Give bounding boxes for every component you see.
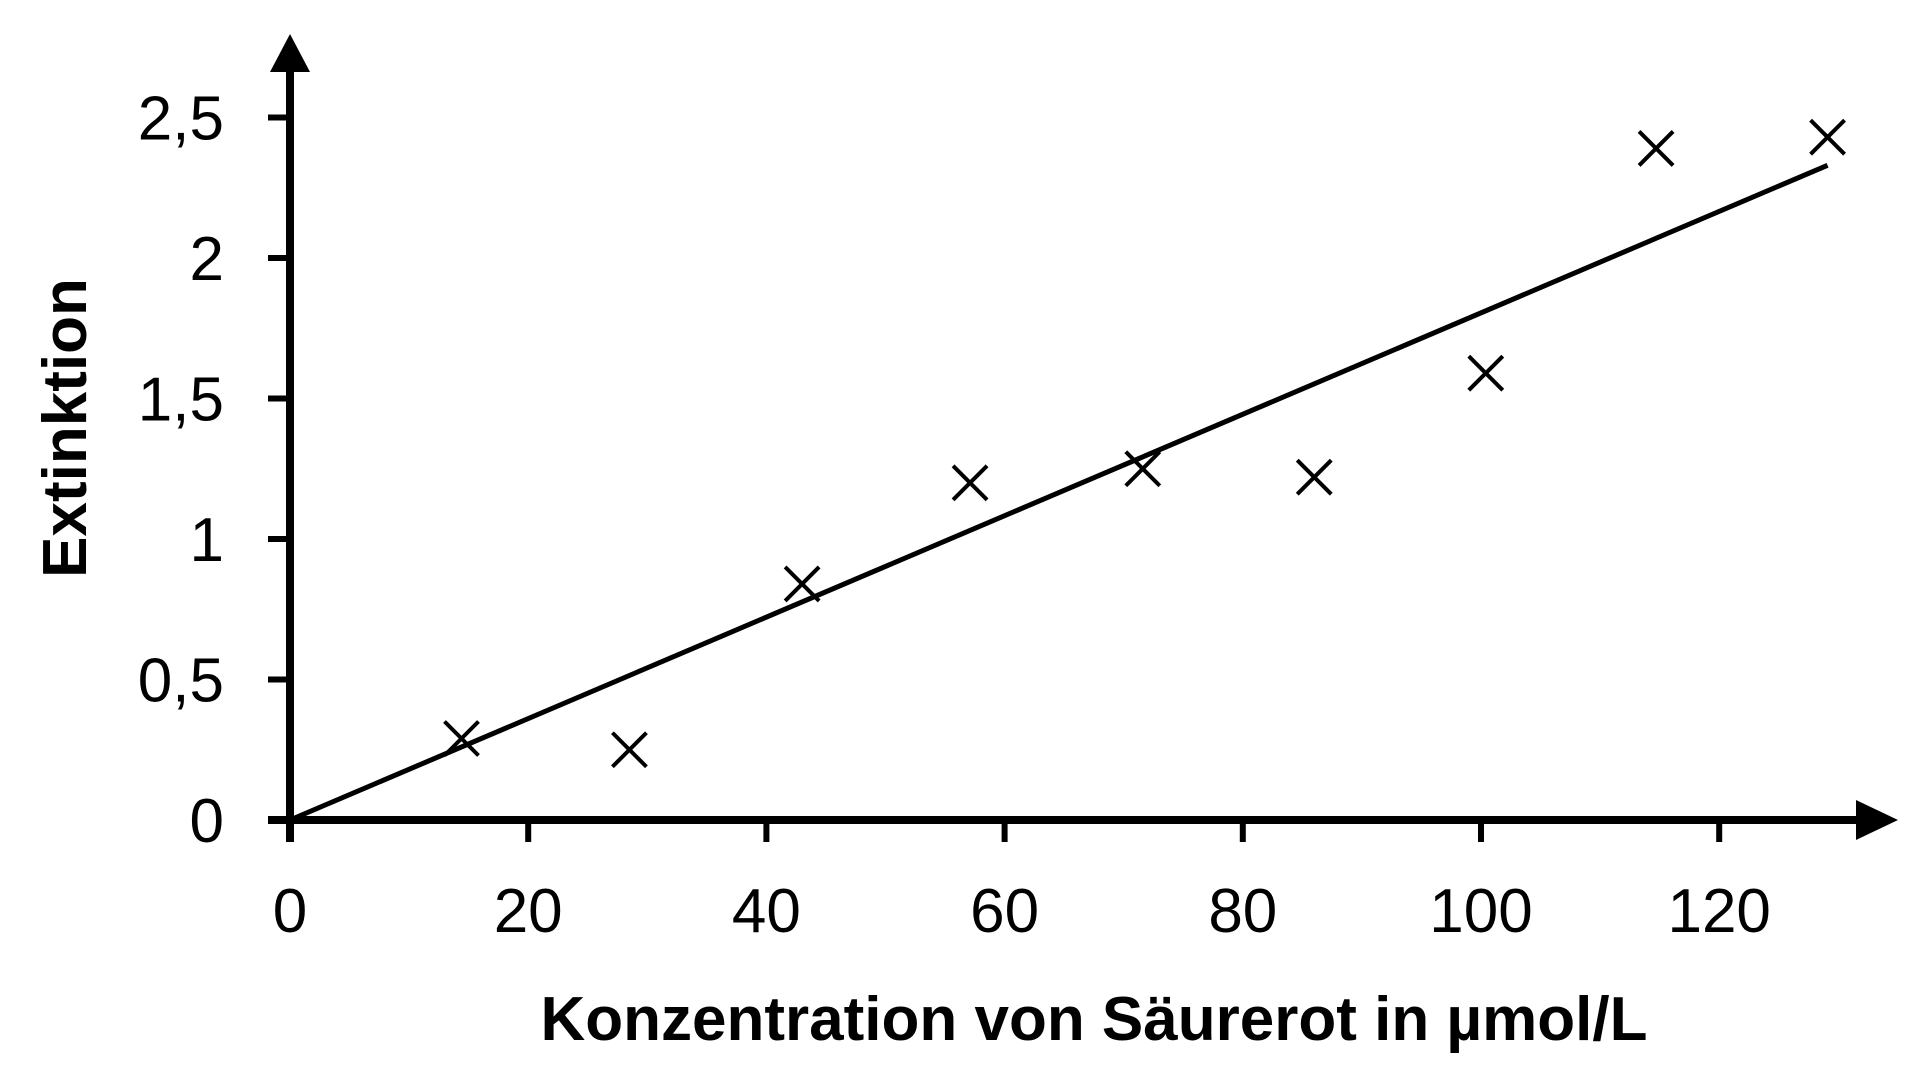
data-point <box>1124 450 1162 488</box>
x-axis-arrow <box>1856 800 1898 840</box>
x-tick-label: 60 <box>970 877 1039 946</box>
data-point-stroke <box>1637 129 1675 167</box>
x-tick-label: 100 <box>1429 877 1532 946</box>
tick-labels: 0 0,5 1 1,5 2 2,5 0 20 40 60 80 100 120 <box>138 85 1771 947</box>
data-point-stroke <box>1124 450 1162 488</box>
fit-line-group <box>289 162 1829 823</box>
data-point-stroke <box>951 464 989 502</box>
data-point-stroke <box>611 731 648 769</box>
data-point <box>951 464 989 502</box>
y-tick-label: 1,5 <box>138 366 224 435</box>
y-tick-label: 1 <box>190 506 224 575</box>
x-tick-label: 40 <box>732 877 801 946</box>
y-tick-label: 0 <box>190 787 224 856</box>
fit-line <box>289 162 1829 823</box>
data-point <box>1637 129 1675 167</box>
data-point <box>1467 354 1505 392</box>
data-points <box>443 118 1846 769</box>
x-tick-label: 120 <box>1667 877 1770 946</box>
x-tick-label: 20 <box>494 877 563 946</box>
data-point <box>1809 118 1846 156</box>
y-axis-title: Extinktion <box>31 278 100 578</box>
x-tick-label: 0 <box>273 877 307 946</box>
ticks <box>268 114 1723 842</box>
x-tick-label: 80 <box>1208 877 1277 946</box>
data-point-stroke <box>443 720 480 757</box>
axes <box>268 34 1898 842</box>
data-point <box>443 720 480 757</box>
data-point-stroke <box>1467 354 1505 392</box>
data-point <box>783 565 821 603</box>
data-point-stroke <box>1809 118 1846 156</box>
y-tick-label: 2,5 <box>138 85 224 154</box>
data-point <box>611 731 648 769</box>
y-tick-label: 2 <box>190 225 224 294</box>
y-axis-arrow <box>270 34 310 72</box>
data-point-stroke <box>783 565 821 603</box>
data-point-stroke <box>1295 458 1333 496</box>
data-point <box>1295 458 1333 496</box>
x-axis-title: Konzentration von Säurerot in µmol/L <box>541 985 1648 1054</box>
y-tick-label: 0,5 <box>138 647 224 716</box>
